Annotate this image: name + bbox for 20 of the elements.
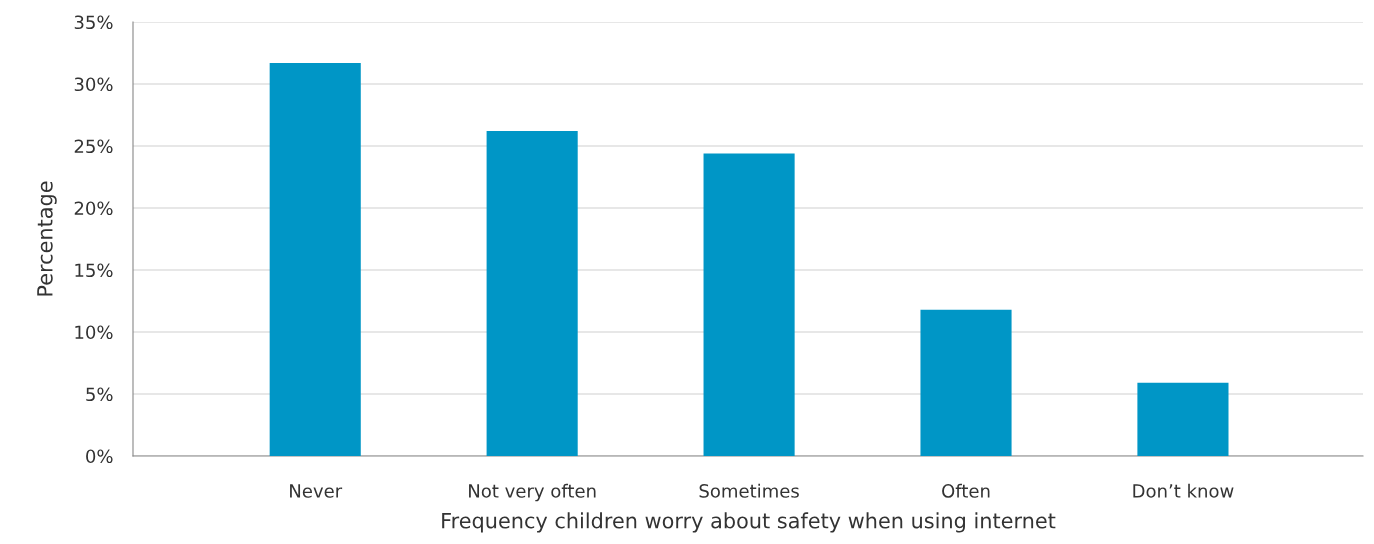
- y-tick-label: 5%: [86, 387, 113, 402]
- y-tick-label: 0%: [86, 449, 113, 464]
- bar: [920, 309, 1012, 456]
- y-tick-label: 35%: [74, 15, 113, 30]
- x-tick-label: Sometimes: [699, 483, 799, 498]
- x-tick-label: Not very often: [469, 483, 596, 502]
- y-tick-label: 15%: [75, 263, 113, 278]
- bar: [703, 153, 795, 456]
- x-tick-label: Never: [290, 484, 343, 498]
- bar: [1137, 382, 1229, 456]
- y-tick-label: 20%: [74, 201, 113, 216]
- x-tick-label: Don’t know: [1133, 483, 1234, 498]
- bar: [486, 131, 578, 456]
- x-tick-label: Often: [942, 483, 990, 498]
- y-axis-title: Percentage: [37, 181, 57, 296]
- y-tick-label: 25%: [74, 139, 113, 154]
- y-tick-label: 30%: [74, 77, 113, 92]
- y-tick-label: 10%: [75, 325, 113, 340]
- x-axis-title: Frequency children worry about safety when using internet: [442, 512, 1056, 533]
- bar: [269, 62, 361, 456]
